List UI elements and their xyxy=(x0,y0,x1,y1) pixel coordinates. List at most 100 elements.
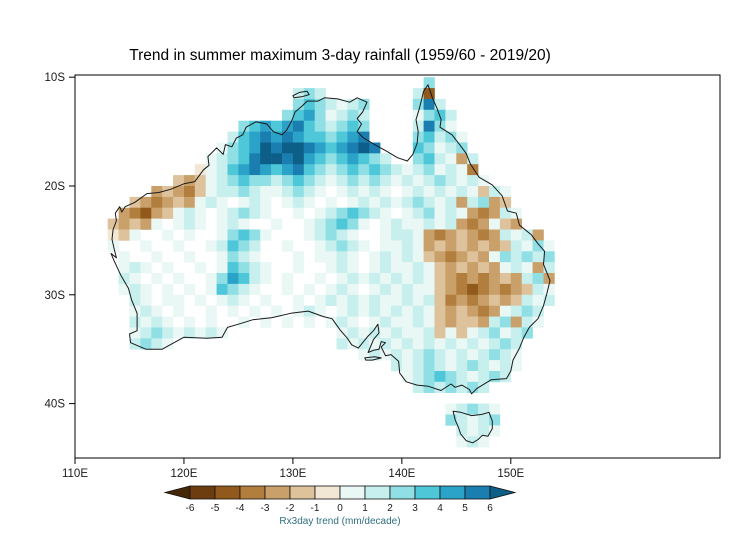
grid-cell xyxy=(401,207,414,219)
grid-cell xyxy=(325,262,337,274)
grid-cell xyxy=(412,381,424,393)
grid-cell xyxy=(151,338,163,350)
grid-cell xyxy=(499,207,512,219)
grid-cell xyxy=(162,207,174,219)
grid-cell xyxy=(401,371,414,383)
heatmap-cells xyxy=(107,77,555,448)
grid-cell xyxy=(358,218,370,230)
grid-cell xyxy=(227,218,239,230)
grid-cell xyxy=(467,360,479,372)
grid-cell xyxy=(292,88,305,100)
grid-cell xyxy=(358,153,370,165)
grid-cell xyxy=(445,360,457,372)
grid-cell xyxy=(412,229,424,241)
grid-cell xyxy=(249,196,261,209)
grid-cell xyxy=(271,175,283,187)
grid-cell xyxy=(412,142,424,154)
grid-cell xyxy=(227,294,239,306)
grid-cell xyxy=(412,186,424,198)
grid-cell xyxy=(456,338,468,350)
grid-cell xyxy=(510,316,522,328)
grid-cell xyxy=(489,425,501,437)
grid-cell xyxy=(510,360,522,372)
grid-cell xyxy=(249,262,261,274)
x-tick-label: 110E xyxy=(62,468,88,480)
grid-cell xyxy=(347,327,359,339)
grid-cell xyxy=(445,327,457,339)
grid-cell xyxy=(489,305,501,317)
grid-cell xyxy=(412,371,424,383)
grid-cell xyxy=(140,283,152,296)
grid-cell xyxy=(401,218,414,230)
grid-cell xyxy=(151,316,163,328)
grid-cell xyxy=(489,403,501,415)
grid-cell xyxy=(467,316,479,328)
grid-cell xyxy=(423,240,435,252)
grid-cell xyxy=(499,338,512,350)
grid-cell xyxy=(194,175,206,187)
grid-cell xyxy=(238,251,250,263)
grid-cell xyxy=(401,294,414,306)
grid-cell xyxy=(227,262,239,274)
grid-cell xyxy=(401,316,414,328)
grid-cell xyxy=(336,316,348,328)
grid-cell xyxy=(369,316,381,328)
grid-cell xyxy=(260,229,272,241)
grid-cell xyxy=(532,305,544,317)
grid-cell xyxy=(467,153,479,165)
grid-cell xyxy=(118,283,130,296)
grid-cell xyxy=(434,186,446,198)
grid-cell xyxy=(456,403,468,415)
grid-cell xyxy=(456,349,468,361)
grid-cell xyxy=(303,229,315,241)
grid-cell xyxy=(499,316,512,328)
grid-cell xyxy=(369,153,381,165)
grid-cell xyxy=(282,153,294,165)
grid-cell xyxy=(129,294,141,306)
grid-cell xyxy=(325,175,337,187)
grid-cell xyxy=(423,207,435,219)
grid-cell xyxy=(478,349,490,361)
grid-cell xyxy=(184,207,196,219)
grid-cell xyxy=(478,436,490,448)
grid-cell xyxy=(347,98,359,111)
grid-cell xyxy=(184,251,196,263)
grid-cell xyxy=(456,283,468,296)
grid-cell xyxy=(173,218,185,230)
grid-cell xyxy=(369,196,381,209)
grid-cell xyxy=(445,262,457,274)
grid-cell xyxy=(532,283,544,296)
grid-cell xyxy=(303,142,315,154)
grid-cell xyxy=(489,273,501,285)
grid-cell xyxy=(271,131,283,143)
grid-cell xyxy=(543,262,555,274)
grid-cell xyxy=(358,273,370,285)
grid-cell xyxy=(391,262,403,274)
grid-cell xyxy=(227,229,239,241)
colorbar-segment xyxy=(314,485,341,500)
grid-cell xyxy=(325,218,337,230)
grid-cell xyxy=(423,283,435,296)
grid-cell xyxy=(467,251,479,263)
grid-cell xyxy=(412,218,424,230)
grid-cell xyxy=(380,186,392,198)
grid-cell xyxy=(238,207,250,219)
grid-cell xyxy=(478,371,490,383)
colorbar-tick-label: -3 xyxy=(261,503,270,514)
grid-cell xyxy=(478,414,490,426)
grid-cell xyxy=(303,153,315,165)
grid-cell xyxy=(467,186,479,198)
axes: 10S 20S 30S 40S 110E 120E 130E 140E 150E xyxy=(45,72,525,480)
grid-cell xyxy=(510,294,522,306)
grid-cell xyxy=(543,251,555,263)
grid-cell xyxy=(456,360,468,372)
grid-cell xyxy=(336,305,348,317)
grid-cell xyxy=(314,98,326,111)
grid-cell xyxy=(227,273,239,285)
grid-cell xyxy=(423,338,435,350)
grid-cell xyxy=(282,120,294,132)
grid-cell xyxy=(347,207,359,219)
grid-cell xyxy=(521,229,533,241)
grid-cell xyxy=(489,283,501,296)
grid-cell xyxy=(140,196,152,209)
